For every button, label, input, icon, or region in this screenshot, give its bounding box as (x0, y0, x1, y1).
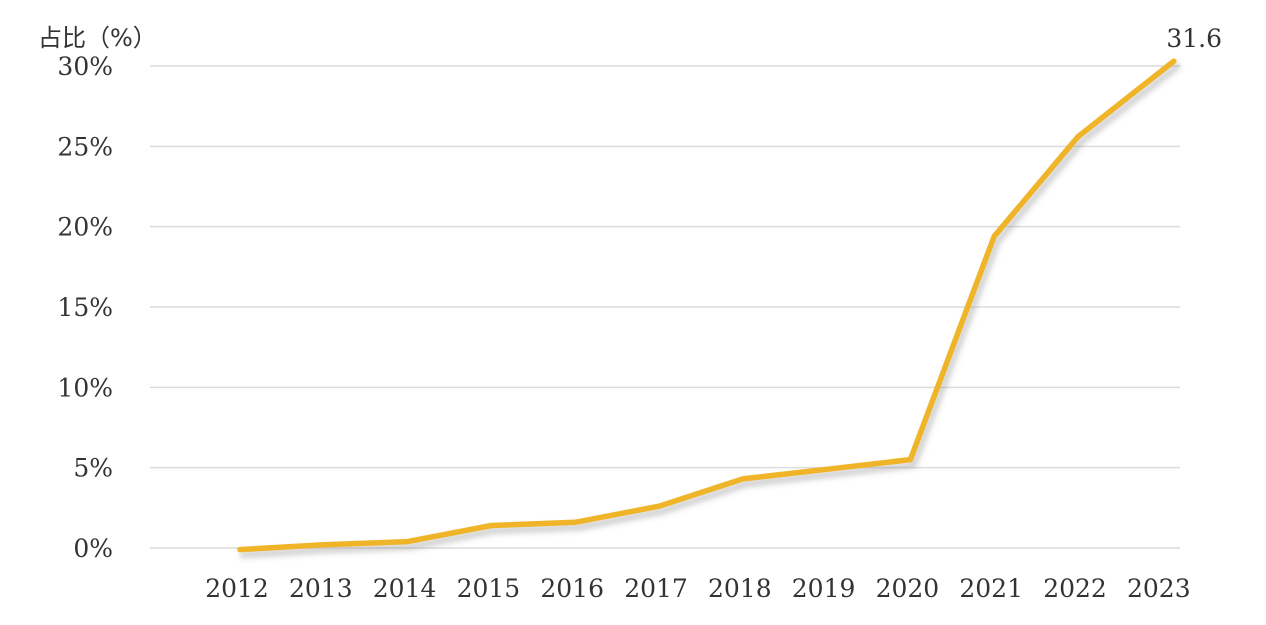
x-axis-ticks: 2012 2013 2014 2015 2016 2017 2018 2019 2020 2021… (205, 574, 1190, 603)
series-line (237, 58, 1177, 553)
y-tick-label: 30% (57, 52, 113, 81)
x-tick-label: 2021 (959, 574, 1023, 603)
x-tick-label: 2016 (540, 574, 604, 603)
x-tick-label: 2019 (792, 574, 856, 603)
y-tick-label: 25% (57, 132, 113, 161)
series-line-shadow (239, 62, 1181, 559)
x-tick-label: 2023 (1127, 574, 1191, 603)
y-tick-label: 0% (73, 534, 113, 563)
series-layer (237, 58, 1181, 559)
x-tick-label: 2014 (373, 574, 437, 603)
x-tick-label: 2015 (457, 574, 521, 603)
x-tick-label: 2018 (708, 574, 772, 603)
y-axis-ticks: 0% 5% 10% 15% 20% 25% 30% (57, 52, 113, 563)
y-tick-label: 15% (57, 293, 113, 322)
grid-lines (150, 65, 1180, 549)
y-tick-label: 5% (73, 454, 113, 483)
x-tick-label: 2012 (205, 574, 269, 603)
y-tick-label: 10% (57, 373, 113, 402)
x-tick-label: 2017 (624, 574, 688, 603)
end-value-annotation: 31.6 (1166, 24, 1222, 53)
y-axis-label: 占比（%） (38, 24, 157, 52)
x-tick-label: 2013 (289, 574, 353, 603)
y-tick-label: 20% (57, 213, 113, 242)
x-tick-label: 2022 (1043, 574, 1107, 603)
x-tick-label: 2020 (876, 574, 940, 603)
